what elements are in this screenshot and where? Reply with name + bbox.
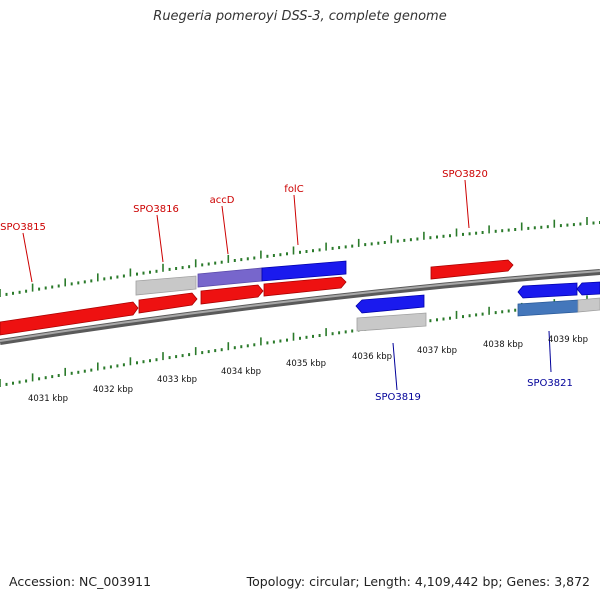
forward-scale-ticks bbox=[0, 217, 600, 297]
gene-spo3822-pseudo[interactable] bbox=[577, 297, 600, 313]
gene-folc-reverse[interactable] bbox=[261, 260, 347, 282]
gene-spo3819[interactable] bbox=[355, 294, 425, 314]
axis-labels: 4031 kbp 4032 kbp 4033 kbp 4034 kbp 4035… bbox=[28, 335, 588, 404]
axis-label-4032: 4032 kbp bbox=[93, 385, 133, 395]
axis-label-4038: 4038 kbp bbox=[483, 340, 523, 350]
axis-label-4036: 4036 kbp bbox=[352, 352, 392, 362]
gene-spo3822[interactable] bbox=[576, 281, 600, 296]
gene-spo3821-steel[interactable] bbox=[517, 299, 579, 317]
gene-label-spo3815[interactable]: SPO3815 bbox=[0, 222, 46, 233]
gene-spo3815[interactable] bbox=[0, 301, 139, 336]
gene-spo3819-pseudo[interactable] bbox=[356, 312, 427, 332]
gene-label-spo3816[interactable]: SPO3816 bbox=[133, 204, 179, 215]
axis-label-4033: 4033 kbp bbox=[157, 375, 197, 385]
gene-label-folc[interactable]: folC bbox=[284, 184, 303, 195]
gene-labels: SPO3815 SPO3816 accD folC SPO3820 SPO381… bbox=[0, 169, 573, 403]
genome-summary-text: Topology: circular; Length: 4,109,442 bp… bbox=[246, 574, 590, 589]
axis-label-4034: 4034 kbp bbox=[221, 367, 261, 377]
gene-spo3816-pseudo[interactable] bbox=[135, 275, 197, 296]
gene-spo3821[interactable] bbox=[517, 282, 578, 299]
genome-title: Ruegeria pomeroyi DSS-3, complete genome bbox=[153, 9, 447, 24]
gene-leader-lines bbox=[22, 179, 552, 391]
gene-spo3816[interactable] bbox=[138, 292, 198, 314]
axis-label-4037: 4037 kbp bbox=[417, 346, 457, 356]
gene-spo3820[interactable] bbox=[430, 259, 514, 280]
gene-label-spo3819[interactable]: SPO3819 bbox=[375, 392, 421, 403]
gene-features bbox=[0, 259, 600, 336]
axis-label-4031: 4031 kbp bbox=[28, 394, 68, 404]
gene-label-accd[interactable]: accD bbox=[210, 195, 235, 206]
gene-folc[interactable] bbox=[263, 276, 347, 297]
gene-label-spo3820[interactable]: SPO3820 bbox=[442, 169, 488, 180]
axis-label-4039: 4039 kbp bbox=[548, 335, 588, 345]
accession-text: Accession: NC_003911 bbox=[9, 574, 152, 589]
genome-backbone bbox=[0, 269, 600, 345]
gene-accd-reverse[interactable] bbox=[197, 267, 263, 288]
gene-label-spo3821[interactable]: SPO3821 bbox=[527, 378, 573, 389]
axis-label-4035: 4035 kbp bbox=[286, 359, 326, 369]
gene-accd[interactable] bbox=[200, 284, 264, 305]
